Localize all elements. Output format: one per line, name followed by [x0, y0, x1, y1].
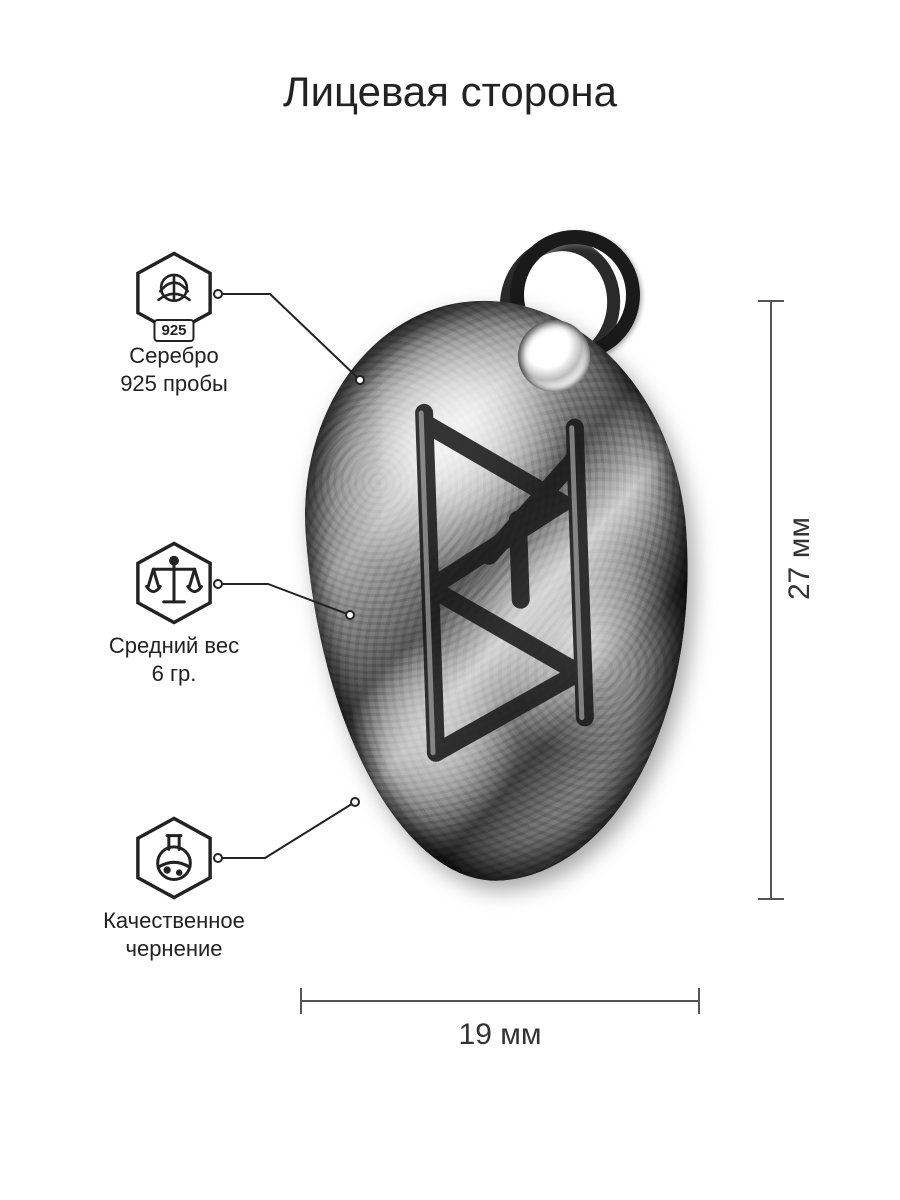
leader-dot — [213, 579, 223, 589]
dimension-width-label: 19 мм — [300, 1018, 700, 1052]
leader-dot — [213, 289, 223, 299]
leader-dot — [350, 797, 360, 807]
leader-dot — [345, 610, 355, 620]
dimension-width: 19 мм — [300, 1000, 700, 1052]
leader-dot — [355, 375, 365, 385]
leader-dot — [213, 853, 223, 863]
dimension-height-label: 27 мм — [783, 517, 817, 600]
